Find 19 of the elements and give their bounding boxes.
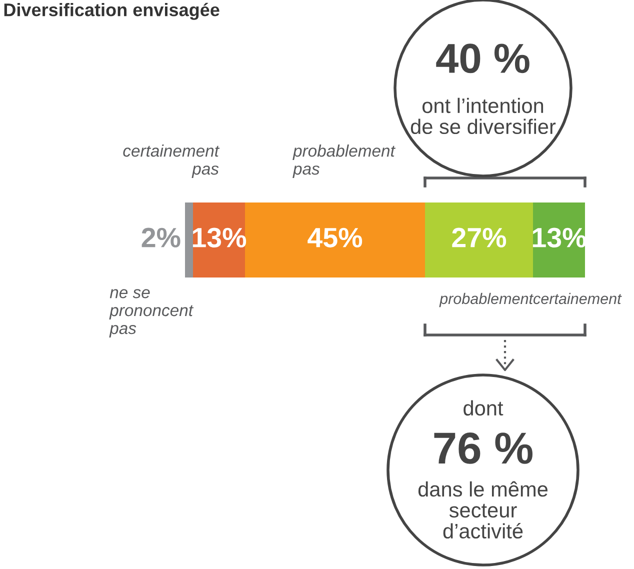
bar [185,202,193,278]
text: dont [464,400,504,416]
series-label: ne se prononcent pas [109,289,194,338]
series-label: probablement [439,292,534,308]
series-label: probablement pas [292,144,396,178]
data-label: 2% [142,228,180,248]
bar [425,202,533,278]
text: ont l’intention de se diversifier [410,98,556,134]
text: 40 % [436,44,530,74]
data-label: 45% [308,228,362,248]
bar [245,202,425,278]
data-label: 13% [192,228,246,248]
series-label: certainement [534,292,622,304]
text: 76 % [434,432,532,464]
data-label: 27% [452,228,506,248]
text: dans le même secteur d’activité [418,481,548,539]
chart-title: Diversification envisagée [4,2,220,20]
data-label: 13% [532,228,586,248]
series-label: certainement pas [123,144,220,178]
